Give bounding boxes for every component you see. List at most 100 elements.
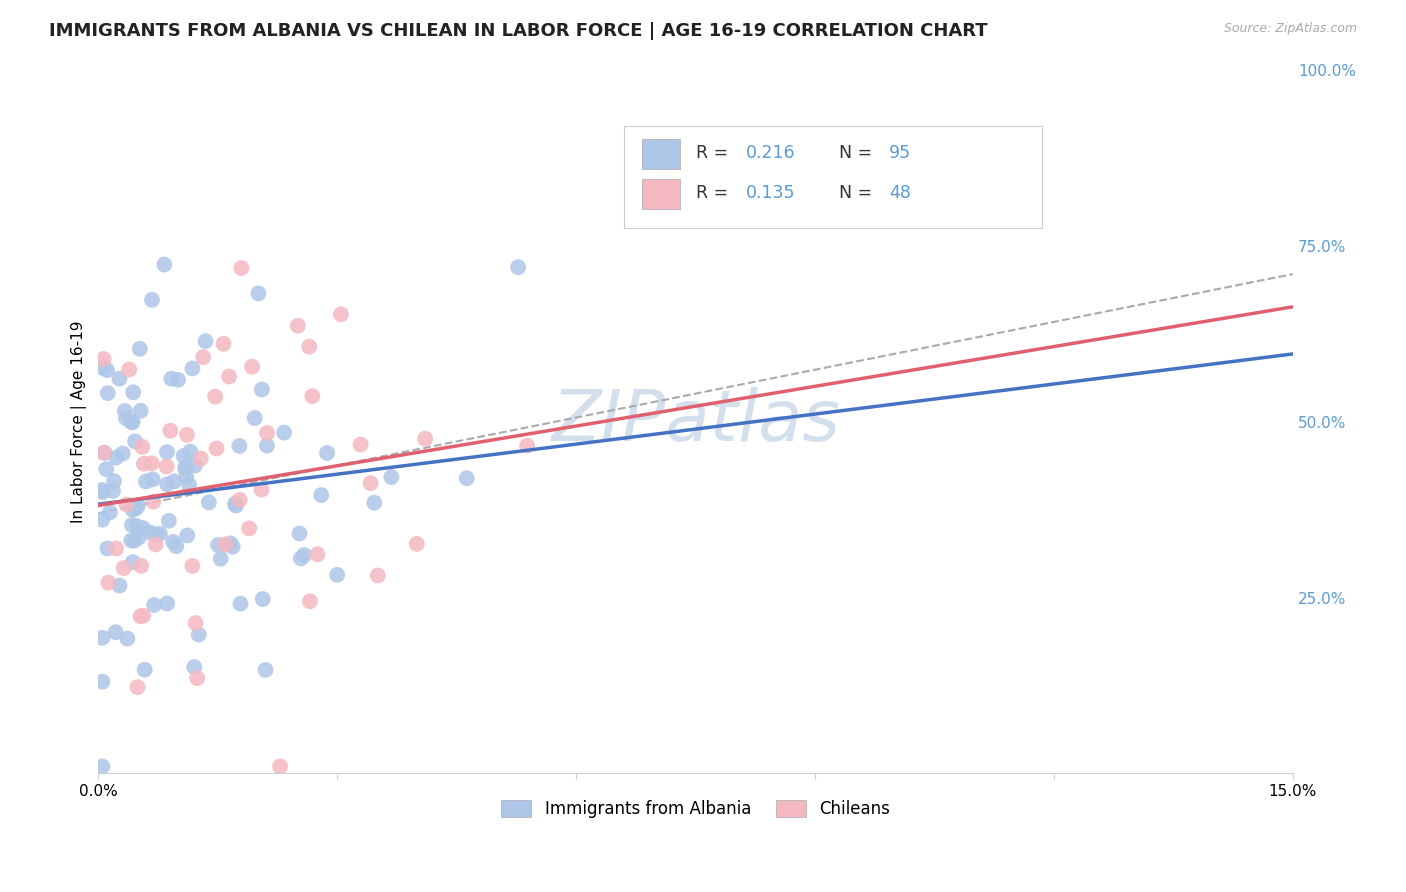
- Point: [516, 439, 538, 453]
- Point: [132, 608, 155, 623]
- Point: [167, 373, 190, 387]
- Point: [156, 597, 179, 611]
- Point: [179, 444, 201, 458]
- Point: [287, 318, 309, 333]
- Point: [174, 460, 197, 475]
- Point: [288, 526, 311, 541]
- Point: [214, 537, 236, 551]
- Point: [135, 475, 157, 489]
- FancyBboxPatch shape: [643, 179, 681, 209]
- Point: [155, 459, 177, 474]
- FancyBboxPatch shape: [624, 127, 1042, 228]
- Point: [121, 502, 143, 516]
- Point: [156, 445, 179, 459]
- Point: [93, 351, 115, 366]
- Point: [121, 415, 143, 429]
- Point: [309, 488, 332, 502]
- Point: [190, 451, 212, 466]
- Legend: Immigrants from Albania, Chileans: Immigrants from Albania, Chileans: [495, 793, 897, 825]
- Point: [132, 457, 155, 471]
- Text: R =: R =: [696, 144, 734, 162]
- Point: [191, 350, 214, 364]
- Point: [101, 483, 124, 498]
- Point: [301, 389, 323, 403]
- Point: [93, 446, 115, 460]
- Point: [181, 558, 204, 573]
- Point: [174, 470, 197, 484]
- Point: [108, 578, 131, 592]
- Point: [254, 663, 277, 677]
- Point: [156, 477, 179, 491]
- Point: [221, 540, 243, 554]
- Point: [228, 439, 250, 453]
- Point: [363, 496, 385, 510]
- Point: [269, 759, 291, 773]
- Point: [142, 472, 165, 486]
- Point: [292, 548, 315, 562]
- Point: [181, 361, 204, 376]
- Point: [91, 674, 114, 689]
- Point: [121, 518, 143, 533]
- Point: [176, 427, 198, 442]
- Point: [124, 533, 146, 548]
- Point: [218, 369, 240, 384]
- Point: [243, 411, 266, 425]
- Point: [165, 539, 187, 553]
- Point: [132, 521, 155, 535]
- Point: [256, 425, 278, 440]
- Point: [127, 680, 149, 694]
- Point: [93, 446, 115, 460]
- Point: [176, 528, 198, 542]
- Text: 0.216: 0.216: [745, 144, 796, 162]
- Point: [131, 440, 153, 454]
- Text: R =: R =: [696, 184, 734, 202]
- Point: [256, 439, 278, 453]
- Point: [125, 501, 148, 516]
- Point: [141, 293, 163, 307]
- Text: 48: 48: [889, 184, 911, 202]
- Point: [349, 437, 371, 451]
- Point: [174, 461, 197, 475]
- Point: [413, 432, 436, 446]
- Point: [139, 525, 162, 540]
- Point: [163, 475, 186, 489]
- Point: [104, 625, 127, 640]
- Point: [252, 592, 274, 607]
- Point: [219, 536, 242, 550]
- Point: [103, 474, 125, 488]
- Point: [326, 567, 349, 582]
- Point: [129, 558, 152, 573]
- Point: [506, 260, 529, 275]
- Point: [128, 530, 150, 544]
- Point: [91, 631, 114, 645]
- Point: [380, 470, 402, 484]
- Point: [159, 424, 181, 438]
- Point: [97, 386, 120, 401]
- Point: [405, 537, 427, 551]
- Point: [134, 663, 156, 677]
- Point: [360, 476, 382, 491]
- Point: [121, 555, 143, 569]
- Point: [111, 446, 134, 460]
- Point: [231, 261, 253, 276]
- Point: [141, 456, 163, 470]
- Text: ZIPatlas: ZIPatlas: [551, 387, 841, 456]
- Point: [120, 533, 142, 548]
- Point: [91, 513, 114, 527]
- Point: [108, 371, 131, 385]
- Point: [250, 383, 273, 397]
- Point: [115, 498, 138, 512]
- Text: IMMIGRANTS FROM ALBANIA VS CHILEAN IN LABOR FORCE | AGE 16-19 CORRELATION CHART: IMMIGRANTS FROM ALBANIA VS CHILEAN IN LA…: [49, 22, 988, 40]
- Point: [212, 336, 235, 351]
- Point: [250, 483, 273, 497]
- Point: [225, 499, 247, 513]
- Point: [183, 660, 205, 674]
- Point: [204, 390, 226, 404]
- Point: [143, 598, 166, 612]
- Point: [367, 568, 389, 582]
- Point: [91, 485, 114, 500]
- Point: [160, 372, 183, 386]
- Point: [142, 494, 165, 508]
- Point: [127, 499, 149, 513]
- Point: [105, 541, 128, 556]
